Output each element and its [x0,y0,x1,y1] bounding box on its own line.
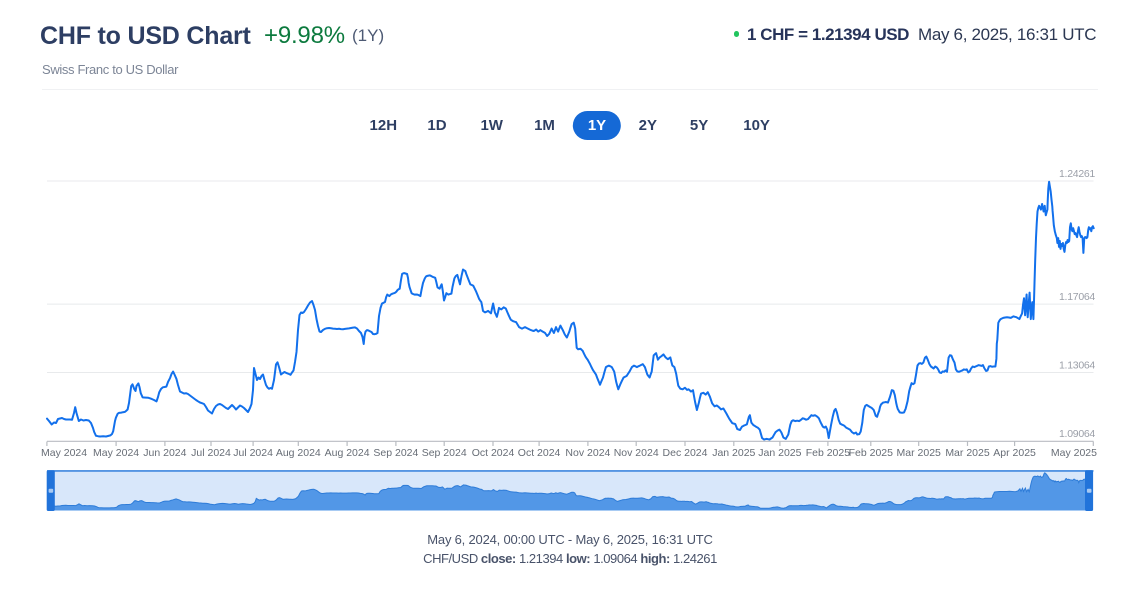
svg-text:Dec 2024: Dec 2024 [663,447,708,459]
svg-text:Sep 2024: Sep 2024 [422,447,467,459]
svg-text:Mar 2025: Mar 2025 [945,447,990,459]
svg-text:Oct 2024: Oct 2024 [518,447,561,459]
svg-text:Nov 2024: Nov 2024 [614,447,659,459]
svg-text:Feb 2025: Feb 2025 [806,447,851,459]
svg-text:1.24261: 1.24261 [1059,168,1095,180]
svg-text:1.17064: 1.17064 [1059,291,1095,303]
svg-text:Mar 2025: Mar 2025 [897,447,942,459]
svg-text:1.13064: 1.13064 [1059,359,1095,371]
svg-text:Sep 2024: Sep 2024 [373,447,418,459]
svg-text:Aug 2024: Aug 2024 [276,447,321,459]
svg-text:Apr 2025: Apr 2025 [993,447,1036,459]
svg-text:Jul 2024: Jul 2024 [233,447,273,459]
svg-text:Jul 2024: Jul 2024 [191,447,231,459]
svg-text:Jan 2025: Jan 2025 [712,447,755,459]
svg-text:Feb 2025: Feb 2025 [849,447,894,459]
svg-text:May 2025: May 2025 [1051,447,1097,459]
svg-text:Nov 2024: Nov 2024 [565,447,610,459]
svg-text:Aug 2024: Aug 2024 [325,447,370,459]
svg-text:Jan 2025: Jan 2025 [758,447,801,459]
svg-text:May 2024: May 2024 [41,447,87,459]
svg-text:Oct 2024: Oct 2024 [472,447,515,459]
svg-text:1.09064: 1.09064 [1059,428,1095,440]
svg-text:Jun 2024: Jun 2024 [143,447,186,459]
svg-text:May 2024: May 2024 [93,447,139,459]
